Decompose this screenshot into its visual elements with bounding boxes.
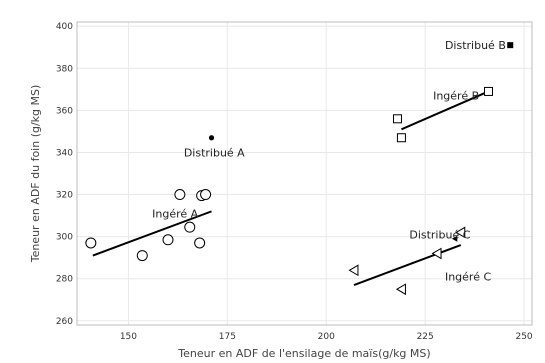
plot-frame	[76, 21, 533, 326]
point-square-open	[483, 86, 493, 96]
annotation-label: Ingéré B	[433, 90, 479, 103]
x-tick-label: 225	[417, 332, 434, 342]
annotation-label: Ingéré C	[445, 271, 492, 284]
annotation-label: Ingéré A	[152, 207, 199, 220]
y-tick-label: 300	[56, 233, 73, 243]
point-square-open	[396, 133, 406, 143]
x-tick-label: 175	[219, 332, 236, 342]
trend-line	[92, 210, 212, 257]
point-triangle-filled	[451, 235, 458, 242]
points-layer	[85, 42, 514, 296]
point-circle-filled	[208, 135, 215, 141]
x-tick-label: 200	[318, 332, 335, 342]
y-tick-label: 280	[56, 275, 73, 285]
trend-lines-layer	[92, 90, 489, 286]
point-triangle-open	[348, 264, 359, 277]
point-square-filled	[507, 42, 514, 49]
trend-line	[401, 90, 489, 131]
point-triangle-open	[395, 283, 406, 296]
y-tick-label: 400	[56, 22, 73, 32]
y-tick-label: 340	[56, 148, 73, 158]
x-tick-label: 250	[515, 332, 532, 342]
tick-labels-layer: 150 175 200 225 250 260 280 300 320 340 360 380 400	[56, 22, 533, 342]
annotation-label: Distribué C	[409, 229, 470, 242]
trend-line	[353, 244, 462, 286]
point-circle-open	[200, 189, 212, 201]
annotations-layer: Distribué B Ingéré B Distribué A Ingéré A Di…	[152, 39, 506, 283]
y-axis-title: Teneur en ADF du foin (g/kg MS)	[29, 85, 42, 264]
annotation-label: Distribué A	[184, 146, 245, 159]
x-tick-label: 150	[120, 332, 137, 342]
point-circle-open	[174, 189, 186, 201]
y-tick-label: 320	[56, 191, 73, 201]
y-tick-label: 380	[56, 64, 73, 74]
point-square-open	[392, 114, 402, 124]
point-circle-open	[184, 221, 196, 233]
point-circle-open	[85, 237, 97, 249]
grid-layer	[77, 22, 532, 325]
annotation-label: Distribué B	[445, 39, 506, 52]
point-triangle-open	[455, 226, 466, 239]
x-axis-title: Teneur en ADF de l'ensilage de maïs(g/kg…	[177, 347, 430, 360]
y-tick-label: 360	[56, 106, 73, 116]
y-tick-label: 260	[56, 317, 73, 327]
point-circle-open	[136, 250, 148, 262]
point-circle-open	[162, 234, 174, 246]
point-circle-open	[194, 237, 206, 249]
point-triangle-open	[431, 247, 442, 260]
